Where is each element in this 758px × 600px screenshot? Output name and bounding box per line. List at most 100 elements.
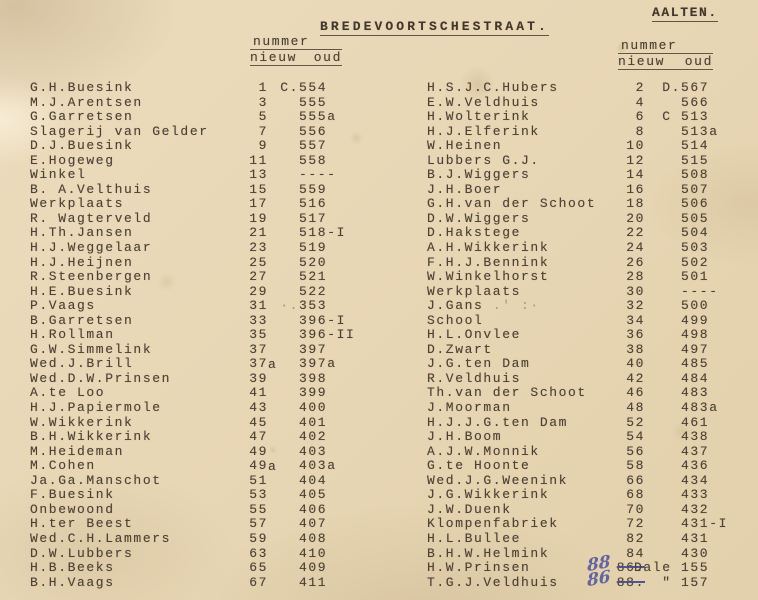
register-row: H.L.Bullee 82 431: [427, 531, 727, 546]
entry-name: B.J.Wiggers: [427, 167, 531, 183]
register-row: H.ter Beest 57 407: [30, 516, 375, 531]
entry-number-old: 522: [299, 283, 328, 299]
register-row: J.Moorman 48 483a: [427, 400, 727, 415]
entry-number-old: D. 567: [662, 80, 710, 95]
entry-number-new: 59: [249, 530, 268, 546]
entry-number-old: 559: [299, 181, 328, 197]
entry-number-old: 556: [299, 123, 328, 139]
entry-number-new: 17: [249, 196, 268, 212]
entry-number-new: 55: [249, 501, 268, 517]
entry-name: J.W.Duenk: [427, 501, 512, 517]
register-row: A.J.W.Monnik 56 437: [427, 444, 727, 459]
register-row: Th.van der Schoot 46 483: [427, 385, 727, 400]
entry-name: H.Rollman: [30, 327, 115, 343]
entry-name: J.H.Boom: [427, 429, 503, 445]
entry-number-new: 49: [249, 443, 268, 459]
entry-number-new: 7: [258, 123, 268, 139]
register-row: J.H.Boom 54 438: [427, 429, 727, 444]
entry-number-old: 555a: [299, 109, 337, 125]
entry-number-new: 88 86.: [587, 551, 645, 577]
entry-number-new: 24: [626, 240, 645, 256]
register-row: A.H.Wikkerink 24 503: [427, 240, 727, 255]
entry-number-old: 483a: [681, 400, 719, 416]
entry-number-old: 437: [681, 443, 710, 459]
register-row: Onbewoond 55 406: [30, 502, 375, 517]
entry-number-old: 520: [299, 254, 328, 270]
register-row: H.Wolterink 6 C 513: [427, 109, 727, 124]
entry-name: B.H.Wikkerink: [30, 429, 153, 445]
entry-number-new: 34: [626, 312, 645, 328]
register-row: H.S.J.C.Hubers 2 D. 567: [427, 80, 727, 95]
entry-name: G.H.van der Schoot: [427, 196, 597, 212]
entry-name: H.Th.Jansen: [30, 225, 134, 241]
register-row: Werkplaats 17 516: [30, 196, 375, 211]
entry-number-old: 500: [681, 298, 710, 314]
entry-number-new: 35: [249, 327, 268, 343]
entry-name: M.J.Arentsen: [30, 94, 143, 110]
register-row: G.W.Simmelink 37 397: [30, 342, 375, 357]
register-row: W.Winkelhorst 28 501: [427, 269, 727, 284]
entry-name: Ja.Ga.Manschot: [30, 472, 162, 488]
entry-number-new: 82: [626, 530, 645, 546]
register-row: M.Heideman 49 403: [30, 444, 375, 459]
entry-name: H.E.Buesink: [30, 283, 134, 299]
entry-number-old: 403a: [299, 458, 337, 474]
register-row: J.G.ten Dam 40 485: [427, 356, 727, 371]
entry-number-new: 52: [626, 414, 645, 430]
register-row: A.te Loo 41 399: [30, 385, 375, 400]
new-number-label: nieuw: [618, 54, 666, 69]
entry-name: A.H.Wikkerink: [427, 240, 550, 256]
entry-number-new: 1: [258, 80, 268, 95]
entry-number-old: 430: [681, 545, 710, 561]
entry-name: H.L.Bullee: [427, 530, 522, 546]
entry-number-new: 51: [249, 472, 268, 488]
register-row: B.H.Vaags 67 411: [30, 575, 375, 590]
register-row: H.Th.Jansen 21 518-I: [30, 225, 375, 240]
entry-name: J.Gans .' :·: [427, 298, 540, 314]
register-row: H.J.Weggelaar 23 519: [30, 240, 375, 255]
entry-number-old: ----: [681, 283, 719, 299]
entry-number-old: 408: [299, 530, 328, 546]
entry-name: D.Zwart: [427, 341, 493, 357]
entry-number-old: 503: [681, 240, 710, 256]
register-row: Winkel 13 ----: [30, 167, 375, 182]
entry-number-old: 409: [299, 560, 328, 576]
register-row: W.Wikkerink 45 401: [30, 415, 375, 430]
entry-number-old: 516: [299, 196, 328, 212]
entry-number-old: 432: [681, 501, 710, 517]
entry-number-old: 499: [681, 312, 710, 328]
register-row: Wed.J.Brill 37 a 397a: [30, 356, 375, 372]
entry-name: School: [427, 312, 484, 328]
entry-number-new: 86 88.: [587, 566, 645, 591]
entry-name: R.Veldhuis: [427, 370, 522, 386]
entry-number-new: 3: [258, 94, 268, 110]
register-row: H.B.Beeks 65 409: [30, 560, 375, 575]
entry-number-old: 436: [681, 458, 710, 474]
entry-name: G.Garretsen: [30, 109, 134, 125]
register-row: D.Zwart 38 497: [427, 342, 727, 357]
entry-number-new: 70: [626, 501, 645, 517]
entry-name: G.W.Simmelink: [30, 341, 153, 357]
entry-name: W.Winkelhorst: [427, 269, 550, 285]
register-row: Werkplaats 30 ----: [427, 284, 727, 299]
entry-number-new: 13: [249, 167, 268, 183]
entry-number-old: 407: [299, 516, 328, 532]
entry-number-old: 438: [681, 429, 710, 445]
entry-number-new: 58: [626, 458, 645, 474]
register-row: H.Rollman 35 396-II: [30, 327, 375, 342]
entry-number-old: 506: [681, 196, 710, 212]
entry-number-old: C. 554: [280, 80, 328, 95]
entry-number-old: ----: [299, 167, 337, 183]
entry-number-old: C 513: [662, 109, 710, 125]
entry-number-old: 517: [299, 210, 328, 226]
entry-number-old: 398: [299, 370, 328, 386]
entry-number-old: 403: [299, 443, 328, 459]
entry-name: B.Garretsen: [30, 312, 134, 328]
entry-number-new: 10: [626, 138, 645, 154]
right-register-table: H.S.J.C.Hubers 2 D. 567 E.W.Veldhuis 4 56…: [427, 80, 727, 591]
entry-number-new: 14: [626, 167, 645, 183]
register-row: E.Hogeweg 11 558: [30, 153, 375, 168]
register-row: H.J.Papiermole 43 400: [30, 400, 375, 415]
entry-number-new: 5: [258, 109, 268, 125]
entry-number-old: 400: [299, 400, 328, 416]
